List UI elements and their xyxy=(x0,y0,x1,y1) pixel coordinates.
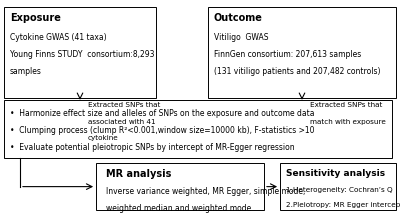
Text: Sensitivity analysis: Sensitivity analysis xyxy=(286,169,385,178)
Bar xyxy=(208,7,396,98)
Text: (131 vitiligo patients and 207,482 controls): (131 vitiligo patients and 207,482 contr… xyxy=(214,67,380,76)
Text: •  Harmonize effect size and alleles of SNPs on the exposure and outcome data: • Harmonize effect size and alleles of S… xyxy=(10,108,314,117)
Text: samples: samples xyxy=(10,67,42,76)
Text: FinnGen consortium: 207,613 samples: FinnGen consortium: 207,613 samples xyxy=(214,50,361,59)
Text: 2.Pleiotropy: MR Egger intercept: 2.Pleiotropy: MR Egger intercept xyxy=(286,202,400,208)
Text: MR analysis: MR analysis xyxy=(106,169,171,179)
Bar xyxy=(4,100,392,158)
Text: weighted median and weighted mode: weighted median and weighted mode xyxy=(106,204,251,213)
Bar xyxy=(4,7,156,98)
Text: Vitiligo  GWAS: Vitiligo GWAS xyxy=(214,33,268,41)
Bar xyxy=(280,163,396,210)
Bar xyxy=(96,163,264,210)
Text: •  Clumping process (clump R²<0.001,window size=10000 kb), F-statistics >10: • Clumping process (clump R²<0.001,windo… xyxy=(10,126,314,135)
Text: Extracted SNPs that: Extracted SNPs that xyxy=(88,102,160,108)
Text: Extracted SNPs that: Extracted SNPs that xyxy=(310,102,382,108)
Text: match with exposure: match with exposure xyxy=(310,119,386,125)
Text: Outcome: Outcome xyxy=(214,13,263,23)
Text: •  Evaluate potential pleiotropic SNPs by intercept of MR-Egger regression: • Evaluate potential pleiotropic SNPs by… xyxy=(10,143,295,152)
Text: cytokine: cytokine xyxy=(88,135,119,141)
Text: Young Finns STUDY  consortium:8,293: Young Finns STUDY consortium:8,293 xyxy=(10,50,154,59)
Text: Cytokine GWAS (41 taxa): Cytokine GWAS (41 taxa) xyxy=(10,33,107,41)
Text: 1.Heterogeneity: Cochran’s Q: 1.Heterogeneity: Cochran’s Q xyxy=(286,187,393,193)
Text: Exposure: Exposure xyxy=(10,13,61,23)
Text: Inverse variance weighted, MR Egger, simple mode,: Inverse variance weighted, MR Egger, sim… xyxy=(106,187,305,196)
Text: associated with 41: associated with 41 xyxy=(88,119,156,125)
